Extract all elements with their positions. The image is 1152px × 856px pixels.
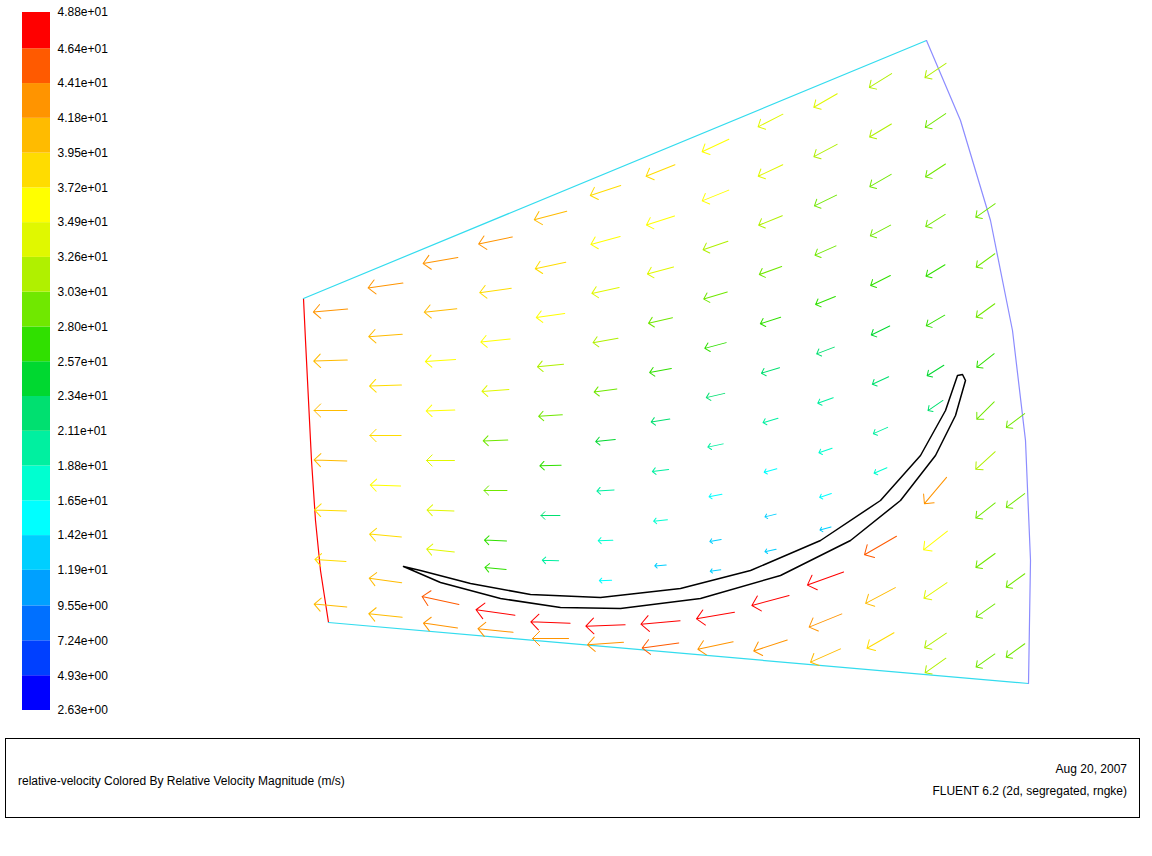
svg-text:2.80e+01: 2.80e+01 [58, 320, 109, 334]
svg-text:4.64e+01: 4.64e+01 [58, 42, 109, 56]
svg-text:4.93e+00: 4.93e+00 [58, 669, 109, 683]
svg-text:2.11e+01: 2.11e+01 [58, 424, 108, 438]
svg-text:3.49e+01: 3.49e+01 [58, 215, 109, 229]
svg-text:4.88e+01: 4.88e+01 [58, 5, 109, 19]
svg-text:3.95e+01: 3.95e+01 [58, 146, 109, 160]
svg-text:3.72e+01: 3.72e+01 [58, 181, 109, 195]
svg-text:2.34e+01: 2.34e+01 [58, 389, 109, 403]
html-text:relative-velocity Colored By R: relative-velocity Colored By Relative Ve… [18, 774, 345, 788]
svg-text:1.65e+01: 1.65e+01 [58, 494, 109, 508]
svg-text:2.63e+00: 2.63e+00 [58, 703, 109, 717]
html-text:FLUENT 6.2 (2d, segregated, rn: FLUENT 6.2 (2d, segregated, rngke) [932, 784, 1127, 798]
svg-text:3.26e+01: 3.26e+01 [58, 250, 109, 264]
svg-text:1.88e+01: 1.88e+01 [58, 459, 109, 473]
svg-text:3.03e+01: 3.03e+01 [58, 285, 109, 299]
svg-text:1.19e+01: 1.19e+01 [58, 563, 109, 577]
svg-text:4.41e+01: 4.41e+01 [58, 76, 109, 90]
svg-text:4.18e+01: 4.18e+01 [58, 111, 109, 125]
svg-text:1.42e+01: 1.42e+01 [58, 528, 109, 542]
html-text:Aug 20, 2007: Aug 20, 2007 [1055, 762, 1127, 776]
svg-text:7.24e+00: 7.24e+00 [58, 634, 109, 648]
svg-text:2.57e+01: 2.57e+01 [58, 355, 109, 369]
svg-text:9.55e+00: 9.55e+00 [58, 599, 109, 613]
